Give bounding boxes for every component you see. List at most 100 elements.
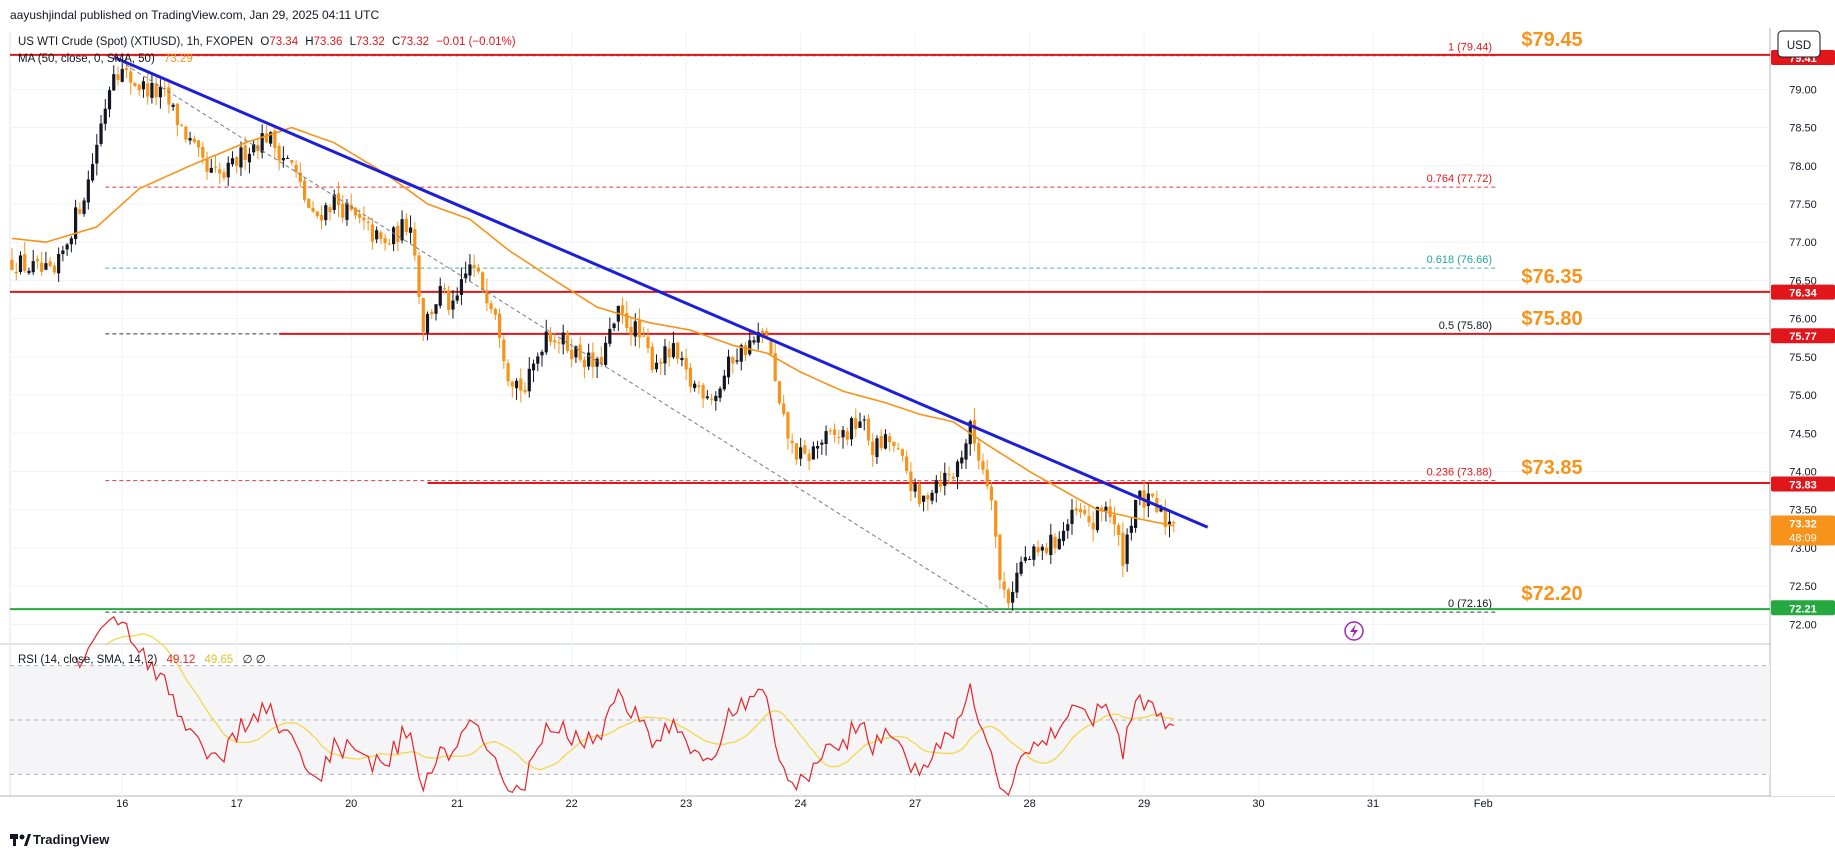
- candle-body: [99, 123, 103, 144]
- candle-body: [743, 345, 748, 356]
- candle-body: [1150, 493, 1155, 497]
- candle-body: [769, 338, 773, 355]
- trend-line[interactable]: [113, 55, 1209, 529]
- candle-body: [438, 286, 442, 306]
- rsi-line: [75, 615, 1175, 797]
- candle-body: [883, 434, 888, 449]
- candle-body: [1108, 506, 1112, 517]
- candle-body: [871, 441, 875, 456]
- candle-body: [1015, 572, 1019, 593]
- candle-body: [811, 446, 815, 460]
- candle-body: [447, 290, 451, 310]
- time-axis[interactable]: 16 17 20 21 22 23 24 27 28 29 30 31 Feb: [116, 798, 1493, 810]
- candle-body: [1134, 499, 1138, 528]
- candle-body: [540, 351, 544, 356]
- price-tick: 75.50: [1789, 352, 1817, 364]
- candle-body: [129, 71, 133, 83]
- candle-body: [1074, 508, 1078, 511]
- candle-body: [218, 169, 222, 174]
- fib-label: 0.618 (76.66): [1427, 254, 1492, 266]
- candle-body: [1104, 506, 1108, 511]
- candle-body: [158, 86, 162, 98]
- fib-label: 0.764 (77.72): [1427, 173, 1492, 185]
- fib-label: 0 (72.16): [1448, 598, 1492, 610]
- candle-body: [163, 87, 167, 89]
- time-tick: 17: [231, 798, 243, 810]
- candle-body: [1049, 534, 1053, 556]
- candle-body: [726, 356, 731, 378]
- candle-body: [1159, 507, 1163, 512]
- candle-body: [328, 207, 332, 213]
- candle-body: [922, 495, 926, 502]
- candle-body: [366, 221, 370, 223]
- candle-body: [531, 363, 536, 371]
- level-label: $72.20: [1521, 583, 1582, 605]
- lightning-icon[interactable]: [1344, 621, 1364, 641]
- candle-body: [332, 194, 336, 210]
- candle-body: [553, 340, 557, 343]
- candle-body: [150, 82, 154, 98]
- time-tick: 20: [345, 798, 357, 810]
- candle-body: [536, 356, 540, 364]
- candle-body: [718, 388, 722, 398]
- candle-body: [1061, 530, 1066, 542]
- c-value: 73.32: [400, 36, 429, 48]
- candle-body: [629, 327, 633, 335]
- candle-body: [994, 500, 998, 537]
- tradingview-logo[interactable]: TradingView: [10, 832, 110, 847]
- candle-body: [404, 218, 408, 232]
- candle-body: [650, 346, 654, 370]
- currency-label: USD: [1787, 40, 1811, 52]
- candle-body: [960, 457, 964, 464]
- fib-retracement[interactable]: 1 (79.44) 0.764 (77.72) 0.618 (76.66) 0.5 (…: [105, 42, 1496, 613]
- candle-body: [739, 345, 743, 362]
- price-tick: 77.50: [1789, 199, 1817, 211]
- time-tick: 27: [909, 798, 921, 810]
- candle-body: [722, 375, 726, 390]
- price-tick: 77.00: [1789, 237, 1817, 249]
- candle-body: [1125, 534, 1129, 564]
- candle-body: [981, 461, 985, 470]
- legend-symbol[interactable]: US WTI Crude (Spot) (XTIUSD), 1h, FXOPEN…: [18, 36, 516, 48]
- price-tick: 78.50: [1789, 123, 1817, 135]
- candle-body: [637, 320, 642, 338]
- candle-body: [290, 159, 294, 163]
- candle-body: [799, 447, 803, 459]
- currency-box[interactable]: [1777, 30, 1821, 58]
- candle-body: [620, 305, 625, 314]
- candle-body: [201, 146, 205, 158]
- candle-body: [858, 421, 862, 428]
- candle-body: [1091, 522, 1095, 530]
- candle-body: [196, 140, 201, 148]
- candle-body: [1121, 532, 1125, 566]
- candle-body: [226, 162, 230, 178]
- candle-body: [866, 418, 871, 441]
- candle-body: [396, 225, 400, 243]
- candle-body: [1095, 506, 1100, 531]
- candle-body: [260, 133, 264, 153]
- candle-body: [167, 87, 171, 105]
- candle-body: [383, 238, 387, 244]
- candle-body: [646, 336, 650, 349]
- legend-rsi[interactable]: RSI (14, close, SMA, 14, 2) 49.12 49.65 …: [18, 654, 266, 666]
- candle-body: [1138, 490, 1142, 498]
- candle-body: [777, 381, 782, 404]
- candle-body: [701, 385, 705, 399]
- horizontal-levels[interactable]: $79.45 $76.35 $75.80 $73.85 $72.20: [10, 29, 1770, 611]
- legend-ma[interactable]: MA (50, close, 0, SMA, 50) 73.29: [18, 53, 193, 65]
- candle-body: [773, 353, 777, 382]
- candle-body: [281, 157, 285, 161]
- candle-body: [44, 263, 48, 270]
- candle-body: [527, 368, 531, 392]
- price-axis-bg: [1771, 28, 1835, 796]
- candle-body: [273, 130, 277, 148]
- candle-body: [61, 250, 65, 255]
- candle-body: [277, 145, 281, 161]
- candle-body: [561, 332, 565, 345]
- rsi-extra: ∅ ∅: [243, 654, 266, 666]
- candle-body: [1019, 561, 1023, 574]
- price-axis[interactable]: 72.00 72.50 73.00 73.50 74.00 74.50 75.00 75.50…: [1771, 28, 1835, 796]
- candle-body: [315, 211, 319, 217]
- candle-body: [879, 436, 883, 448]
